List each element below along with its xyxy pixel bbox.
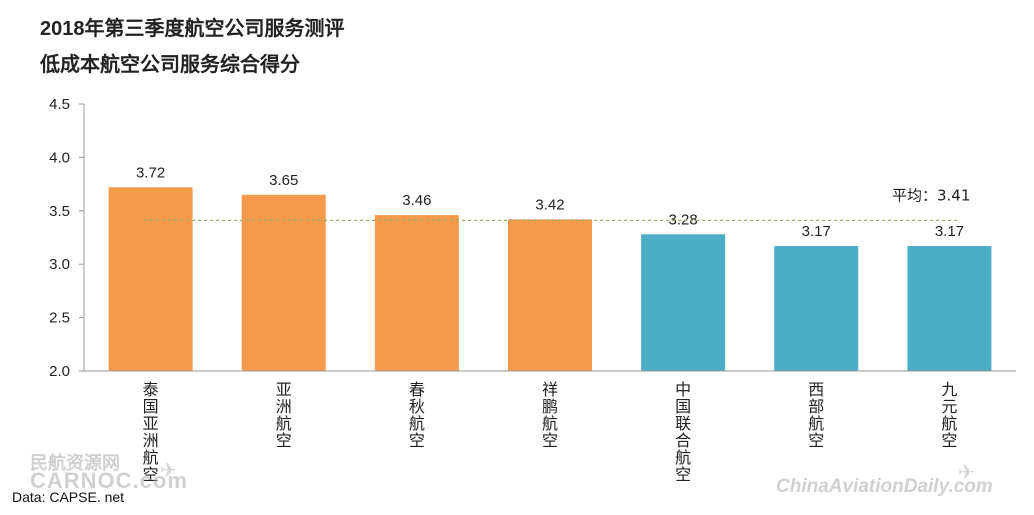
data-label: 3.72 <box>136 164 165 181</box>
watermark-left-en: CARNOC.com <box>30 468 188 493</box>
y-tick-label: 4.5 <box>49 96 70 113</box>
x-tick-label: 泰国亚洲航空 <box>143 380 159 484</box>
data-label: 3.46 <box>402 192 431 209</box>
bar <box>241 194 326 371</box>
x-tick-label: 九元航空 <box>941 380 957 450</box>
x-tick-label: 中国联合航空 <box>675 380 691 484</box>
plane-icon: ✈ <box>958 462 975 484</box>
bar <box>641 234 726 371</box>
y-tick-label: 4.0 <box>49 149 70 166</box>
chart-title: 2018年第三季度航空公司服务测评 <box>40 18 345 40</box>
x-tick-label: 亚洲航空 <box>276 380 292 450</box>
y-tick-label: 3.5 <box>49 203 70 220</box>
plane-icon: ✈ <box>160 460 177 482</box>
y-tick-label: 2.5 <box>49 310 70 327</box>
data-label: 3.65 <box>269 172 298 189</box>
average-label: 平均：3.41 <box>892 186 970 204</box>
bar <box>108 187 193 371</box>
watermark-right: ChinaAviationDaily.com <box>776 476 993 497</box>
bar <box>907 246 992 371</box>
data-label: 3.42 <box>535 196 564 213</box>
chart-subtitle: 低成本航空公司服务综合得分 <box>40 54 300 76</box>
data-label: 3.17 <box>802 223 831 240</box>
bar <box>774 246 859 371</box>
data-source: Data: CAPSE. net <box>12 489 125 505</box>
bar <box>508 219 592 371</box>
y-tick-label: 3.0 <box>49 256 70 273</box>
bar <box>374 215 459 371</box>
x-tick-label: 西部航空 <box>808 380 824 450</box>
y-tick-label: 2.0 <box>49 363 70 380</box>
watermark-left-cn: 民航资源网 <box>30 453 120 473</box>
data-label: 3.28 <box>669 211 698 228</box>
x-tick-label: 春秋航空 <box>409 380 425 450</box>
watermark-left: 民航资源网 CARNOC.com <box>30 453 188 493</box>
x-tick-label: 祥鹏航空 <box>542 380 558 450</box>
data-label: 3.17 <box>935 223 964 240</box>
